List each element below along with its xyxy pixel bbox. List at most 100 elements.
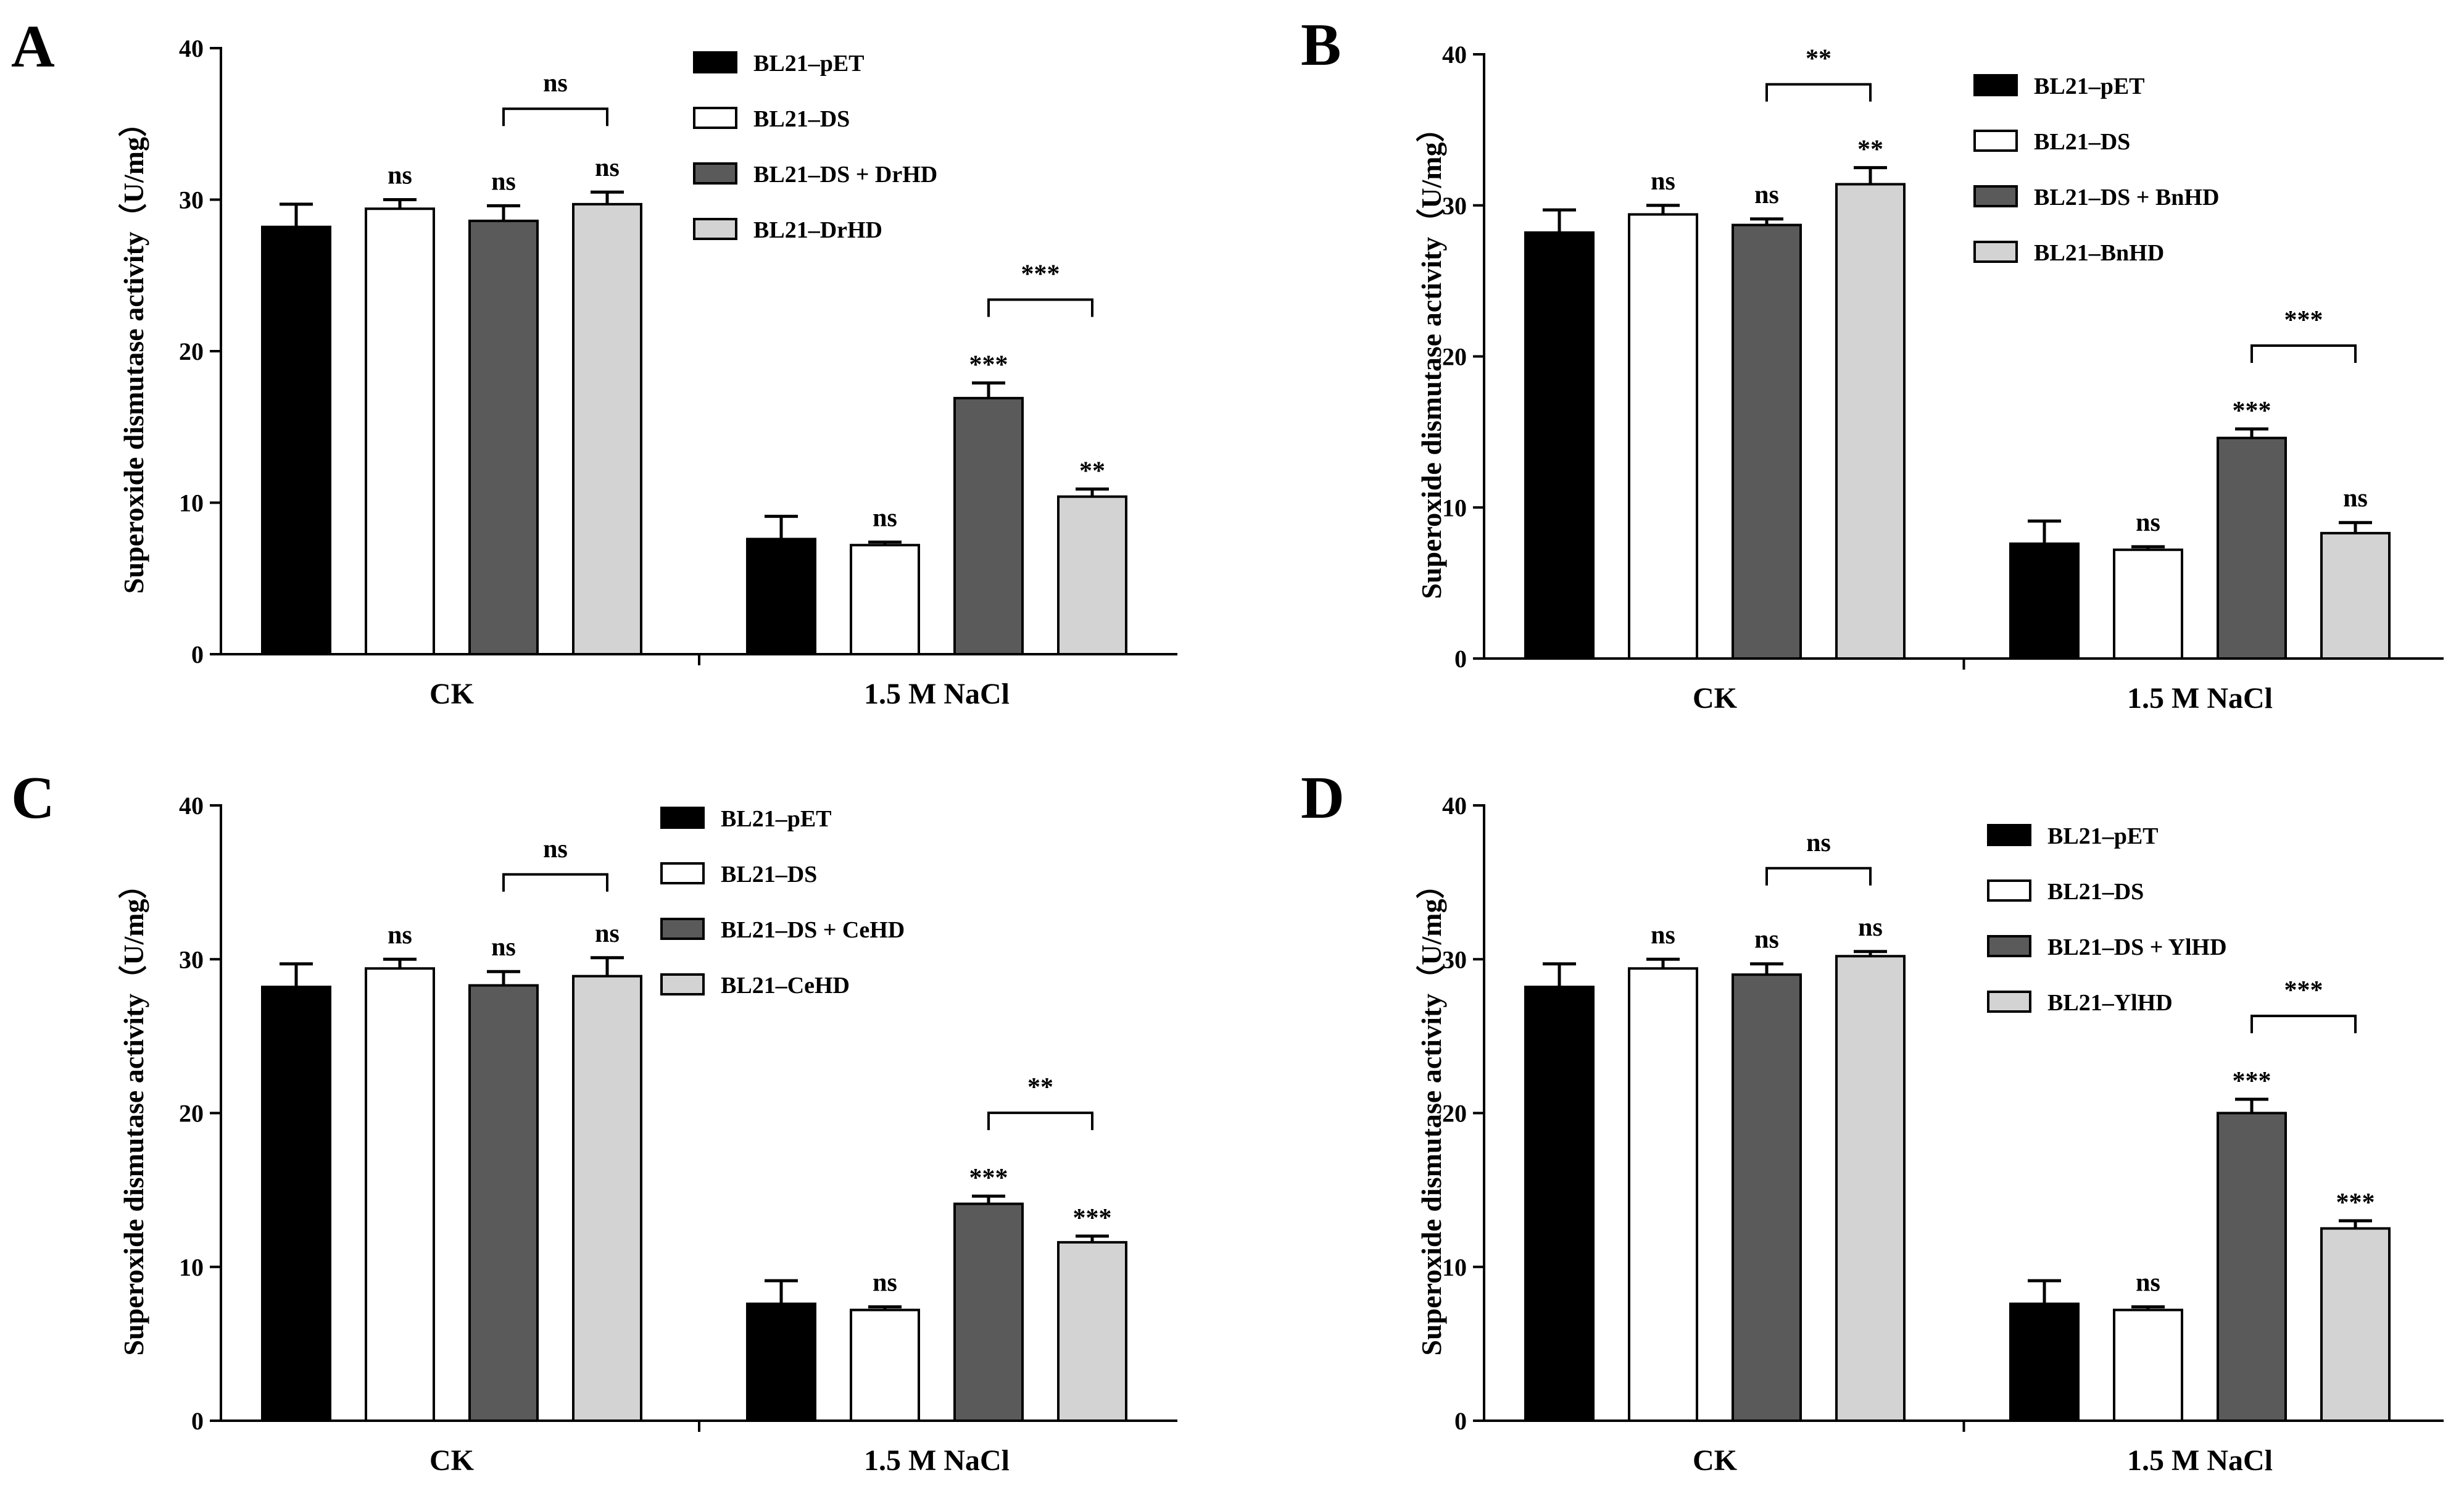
bar — [572, 202, 642, 655]
x-category-label: 1.5 M NaCl — [864, 1444, 1010, 1477]
bar — [2217, 436, 2287, 660]
bar — [468, 219, 539, 655]
panel-label: B — [1301, 12, 1341, 78]
x-category-label: 1.5 M NaCl — [2127, 1444, 2273, 1477]
legend-swatch — [660, 918, 705, 940]
x-category-label: CK — [429, 678, 474, 710]
bar — [468, 984, 539, 1423]
y-tick-label: 10 — [179, 1253, 204, 1281]
chart-panel-d: D Superoxide dismutase activity（U/mg） 0 10 2… — [1301, 765, 2444, 1477]
y-tick-label: 20 — [179, 1100, 204, 1128]
bracket-label: ns — [1806, 829, 1831, 857]
bracket-label: *** — [2284, 976, 2323, 1005]
significance-label: ns — [873, 504, 897, 532]
legend-swatch — [1973, 241, 2018, 263]
y-tick-label: 20 — [179, 338, 204, 365]
bar — [1835, 955, 1906, 1422]
panel-label: D — [1301, 765, 1345, 831]
panel-label: A — [11, 14, 55, 80]
x-category-label: 1.5 M NaCl — [864, 678, 1010, 710]
significance-label: ns — [1651, 921, 1675, 949]
significance-label: ns — [491, 167, 516, 196]
comparison-bracket — [987, 298, 1093, 317]
comparison-bracket — [2250, 1015, 2357, 1034]
bar — [2320, 1227, 2391, 1422]
legend-swatch — [660, 807, 705, 829]
y-axis-label: Superoxide dismutase activity（U/mg） — [118, 109, 149, 594]
legend-entry: BL21–DS — [753, 106, 850, 132]
legend-swatch — [693, 162, 737, 185]
significance-label: *** — [969, 1164, 1008, 1192]
panel-label: C — [11, 765, 55, 831]
y-tick-label: 10 — [1442, 1253, 1467, 1281]
legend-swatch — [660, 862, 705, 884]
x-category-label: 1.5 M NaCl — [2127, 682, 2273, 715]
x-category-label: CK — [1693, 682, 1737, 715]
y-tick-label: 10 — [1442, 494, 1467, 522]
significance-label: *** — [1073, 1204, 1112, 1232]
legend-entry: BL21–DS — [721, 862, 817, 887]
significance-label: ns — [491, 933, 516, 962]
y-tick-label: 10 — [179, 489, 204, 517]
bar — [1057, 1241, 1127, 1422]
bracket-label: ** — [1027, 1073, 1053, 1102]
y-tick-label: 40 — [179, 35, 204, 62]
bar — [1835, 183, 1906, 660]
legend-swatch — [1973, 185, 2018, 207]
legend-entry: BL21–pET — [2034, 73, 2145, 99]
significance-label: ns — [1754, 926, 1779, 954]
legend-entry: BL21–DS + DrHD — [753, 162, 937, 188]
legend-swatch — [1987, 824, 2031, 846]
comparison-bracket — [502, 107, 608, 127]
bar — [746, 538, 816, 655]
x-category-label: CK — [429, 1444, 474, 1477]
y-axis-label: Superoxide dismutase activity（U/mg） — [1416, 114, 1447, 599]
bar — [2320, 531, 2391, 660]
bar — [2009, 542, 2080, 660]
chart-panel-a: A Superoxide dismutase activity（U/mg） 0 10 2… — [11, 14, 1177, 710]
bar — [850, 544, 920, 655]
legend-entry: BL21–BnHD — [2034, 240, 2164, 266]
legend-entry: BL21–pET — [753, 51, 865, 77]
significance-label: ns — [2136, 509, 2160, 537]
comparison-bracket — [1765, 83, 1872, 102]
bar — [261, 986, 331, 1422]
legend-swatch — [693, 107, 737, 129]
legend-swatch — [693, 51, 737, 73]
bar — [365, 207, 435, 656]
y-tick-label: 30 — [179, 946, 204, 973]
bracket-label: ns — [543, 835, 568, 863]
comparison-bracket — [502, 873, 608, 892]
bar — [953, 397, 1024, 655]
significance-label: ns — [595, 920, 620, 948]
bar — [2113, 548, 2183, 660]
significance-label: ns — [2343, 484, 2368, 513]
significance-label: *** — [2233, 1067, 2271, 1095]
bracket-label: ns — [543, 69, 568, 98]
legend-entry: BL21–YlHD — [2047, 990, 2173, 1016]
bar — [1732, 223, 1802, 660]
significance-label: ns — [873, 1269, 897, 1297]
legend-swatch — [1973, 130, 2018, 152]
bracket-label: *** — [2284, 306, 2323, 335]
y-tick-label: 40 — [1442, 792, 1467, 820]
significance-label: *** — [969, 351, 1008, 380]
significance-label: ns — [1651, 167, 1675, 196]
bar — [746, 1302, 816, 1423]
legend-entry: BL21–DrHD — [753, 217, 882, 243]
significance-label: ** — [1857, 136, 1883, 164]
legend-entry: BL21–pET — [721, 806, 832, 832]
significance-label: ns — [388, 162, 412, 190]
bar — [1524, 231, 1595, 660]
significance-label: *** — [2336, 1189, 2375, 1217]
bar — [953, 1202, 1024, 1422]
legend-swatch — [660, 973, 705, 995]
legend-entry: BL21–pET — [2047, 823, 2159, 849]
legend-swatch — [1987, 879, 2031, 902]
bracket-label: ** — [1806, 45, 1831, 73]
chart-panel-b: B Superoxide dismutase activity（U/mg） 0 10 2… — [1301, 12, 2444, 715]
y-tick-label: 30 — [179, 186, 204, 214]
legend-swatch — [693, 218, 737, 240]
y-tick-label: 20 — [1442, 1100, 1467, 1128]
